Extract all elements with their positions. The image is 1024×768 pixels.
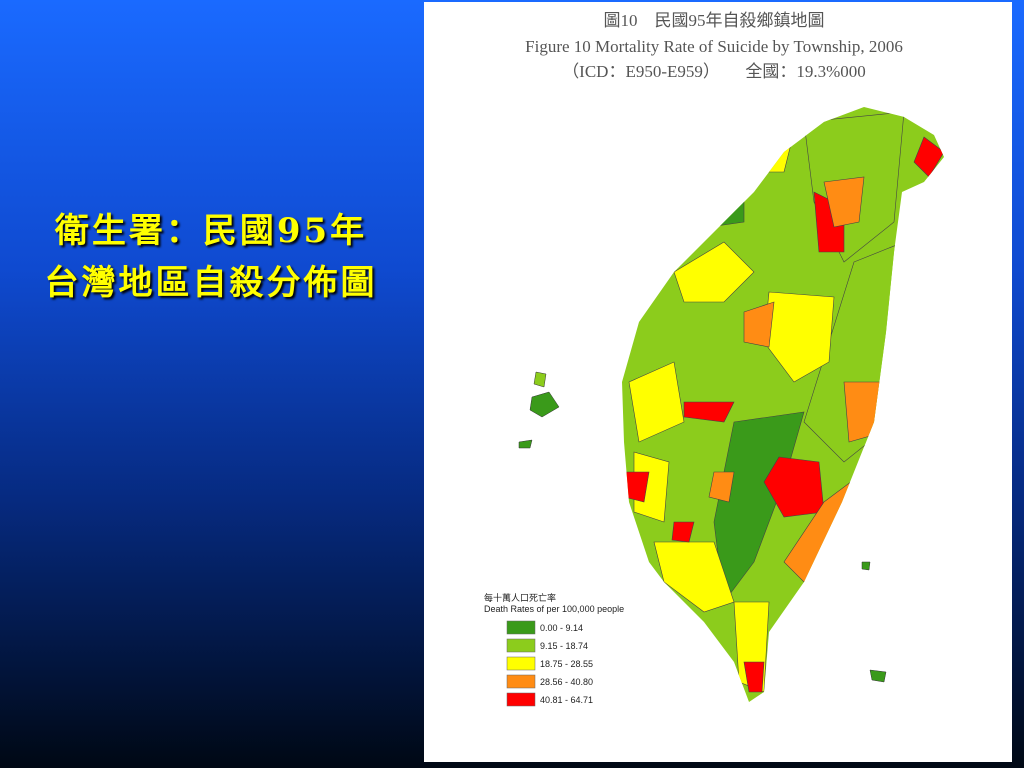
slide-title-line: 衛生署：民國95年 [54, 211, 368, 251]
legend-label: 28.56 - 40.80 [540, 677, 593, 687]
slide-title: 衛生署：民國95年 台灣地區自殺分佈圖 [0, 205, 422, 309]
map-title: 圖10 民國95年自殺鄉鎮地圖 [604, 11, 825, 30]
legend-swatch [506, 656, 536, 671]
legend-label: 0.00 - 9.14 [540, 623, 583, 633]
islands [518, 371, 887, 683]
legend-title: 每十萬人口死亡率 [484, 592, 556, 603]
legend-swatch [506, 638, 536, 653]
taiwan [622, 107, 944, 702]
legend-subtitle: Death Rates of per 100,000 people [484, 604, 624, 614]
map: 圖10 民國95年自殺鄉鎮地圖 Figure 10 Mortality Rate… [484, 11, 944, 707]
legend-label: 40.81 - 64.71 [540, 695, 593, 705]
legend: 0.00 - 9.14 9.15 - 18.74 18.75 - 28.55 28.5… [506, 620, 593, 707]
legend-label: 18.75 - 28.55 [540, 659, 593, 669]
map-title: （ICD：E950-E959） 全國：19.3%000 [562, 62, 866, 81]
legend-label: 9.15 - 18.74 [540, 641, 588, 651]
left-panel: 衛生署：民國95年 台灣地區自殺分佈圖 [0, 0, 422, 768]
map-title: Figure 10 Mortality Rate of Suicide by T… [525, 37, 903, 56]
map-panel: 圖10 民國95年自殺鄉鎮地圖 Figure 10 Mortality Rate… [424, 2, 1012, 762]
legend-swatch [506, 674, 536, 689]
legend-swatch [506, 620, 536, 635]
legend-swatch [506, 692, 536, 707]
slide-title-line: 台灣地區自殺分佈圖 [44, 263, 378, 303]
